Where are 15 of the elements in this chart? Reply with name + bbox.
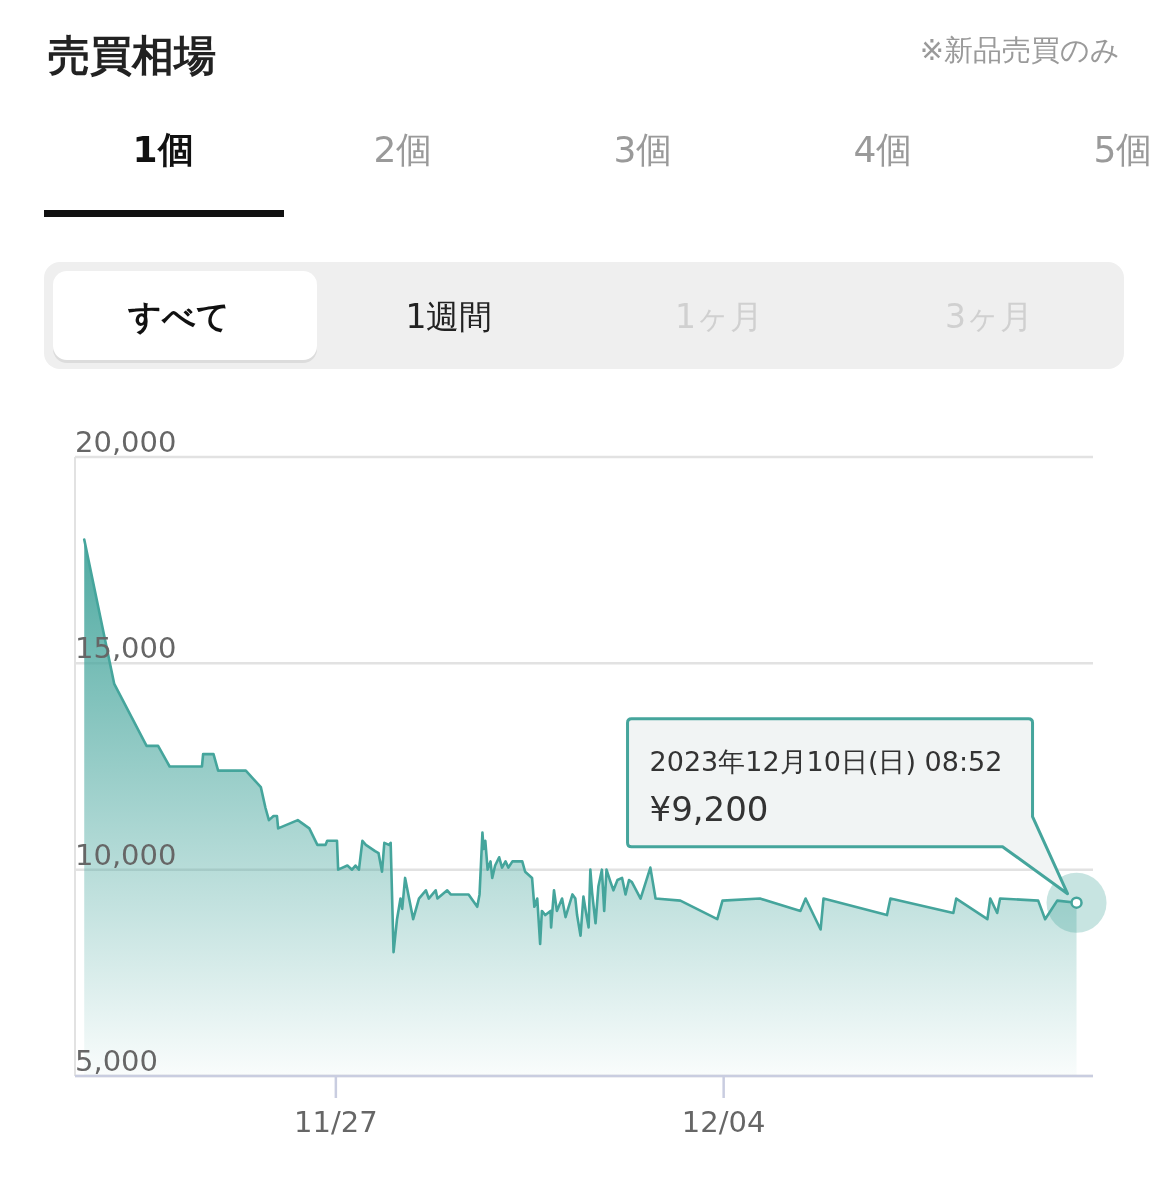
text: 1個 bbox=[132, 129, 194, 170]
annotation: ¥9,200 bbox=[649, 788, 769, 829]
text: 2個 bbox=[373, 129, 433, 170]
y-tick-label: 5,000 bbox=[75, 1044, 159, 1078]
chart-title: 売買相場 bbox=[48, 31, 216, 80]
x-tick-label: 11/27 bbox=[294, 1105, 378, 1139]
text: 4個 bbox=[853, 129, 913, 170]
text: 5個 bbox=[1093, 129, 1153, 170]
text: すべて bbox=[127, 297, 230, 336]
text: 3個 bbox=[613, 129, 673, 170]
text: 1週間 bbox=[405, 297, 493, 336]
y-tick-label: 20,000 bbox=[75, 425, 177, 459]
annotation: 2023年12月10日(日) 08:52 bbox=[649, 745, 1003, 777]
text: ※新品売買のみ bbox=[919, 33, 1120, 67]
x-tick-label: 12/04 bbox=[681, 1105, 766, 1139]
